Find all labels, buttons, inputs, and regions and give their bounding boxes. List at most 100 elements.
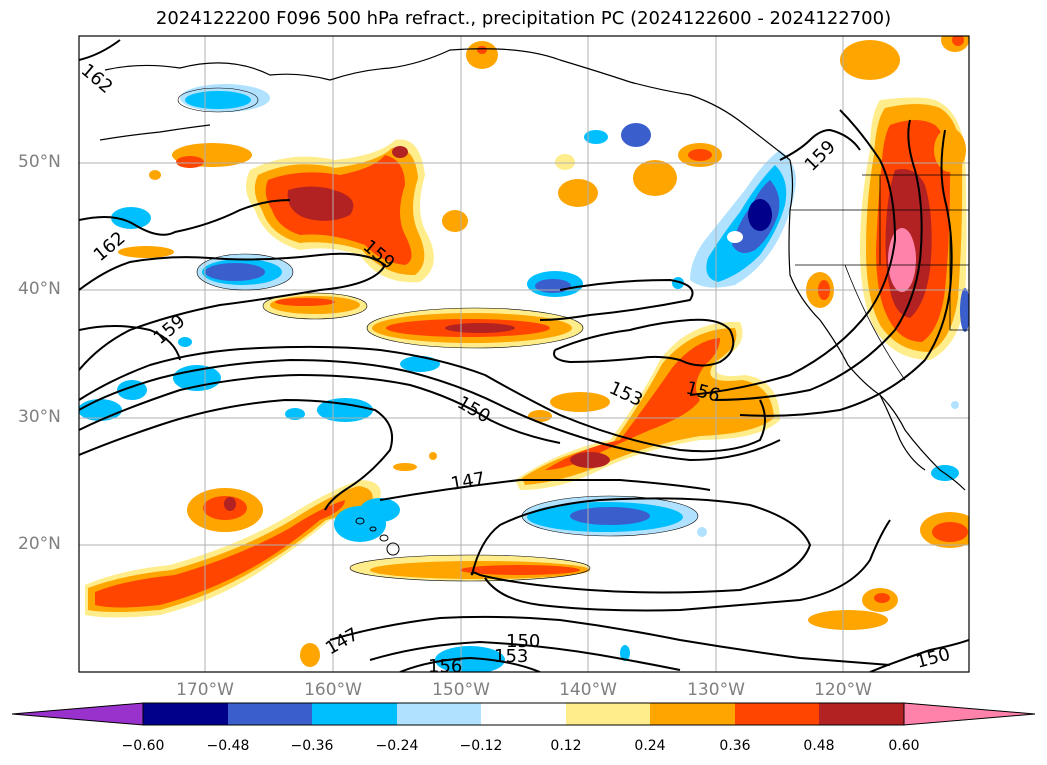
aleutian-islands [99, 124, 211, 141]
precip-area [149, 170, 161, 180]
outline [177, 87, 259, 113]
contour-line [79, 398, 394, 511]
precip-area [555, 154, 575, 170]
precip-area [466, 41, 498, 69]
map-title: 2024122200 F096 500 hPa refract., precip… [155, 8, 892, 29]
colorbar-max-extension [903, 702, 1036, 726]
contour-line [79, 325, 181, 361]
contour-line [79, 373, 561, 444]
colorbar-frame [142, 702, 905, 726]
colorbar-tick: 0.24 [634, 738, 666, 754]
contour-label: 147 [449, 468, 486, 495]
precip-area [178, 337, 192, 347]
baja-coastline [879, 394, 926, 471]
refractivity-contours [79, 39, 969, 672]
precip-area [205, 263, 265, 281]
colorbar-min-extension [11, 702, 144, 726]
precip-area [224, 497, 236, 511]
outline [349, 554, 591, 582]
precip-area [118, 246, 174, 258]
precip-area [584, 130, 608, 144]
colorbar-tick: 0.12 [550, 738, 582, 754]
colorbar-swatch [819, 703, 904, 725]
lon-label-160w: 160°W [304, 680, 362, 700]
contour-label: 150 [454, 392, 494, 427]
outline [521, 495, 699, 537]
precip-area [558, 179, 598, 207]
precip-area [360, 498, 400, 522]
colorbar-swatch [650, 703, 735, 725]
colorbar-tick: 0.60 [888, 738, 920, 754]
precip-area [697, 527, 707, 537]
precip-area [951, 401, 959, 409]
contour-line [869, 639, 969, 672]
colorbar-tick: −0.12 [459, 738, 503, 754]
precip-area [95, 500, 345, 608]
precip-area [185, 91, 251, 109]
precip-area [932, 522, 968, 542]
precip-area [275, 298, 335, 306]
precip-area [570, 452, 610, 468]
precip-area [285, 408, 305, 420]
contour-label: 150 [914, 644, 953, 673]
precip-area [429, 452, 437, 460]
colorbar-swatch [397, 703, 481, 725]
contour-line [779, 128, 861, 161]
contour-label: 162 [77, 60, 117, 98]
precip-area [545, 338, 720, 470]
island [369, 526, 377, 532]
colorbar-swatch [735, 703, 819, 725]
contour-line [689, 109, 897, 396]
north-america-coastline [788, 159, 966, 491]
island [386, 542, 400, 556]
precip-area [570, 507, 650, 525]
lat-label-20n: 20°N [18, 534, 61, 554]
contour-line [369, 640, 681, 671]
contour-label: 156 [428, 656, 462, 677]
precip-area [393, 463, 417, 471]
precip-area [435, 646, 505, 672]
contour-line [79, 199, 291, 236]
outline [366, 307, 584, 349]
island [379, 534, 389, 542]
gridlines [79, 36, 969, 672]
contour-label: 153 [494, 646, 528, 667]
precip-area [934, 128, 966, 172]
contour-line [329, 615, 891, 666]
precip-area [111, 207, 151, 229]
precip-area [840, 40, 900, 80]
precip-area [442, 210, 468, 232]
lat-label-30n: 30°N [18, 407, 61, 427]
precip-area [620, 645, 630, 661]
colorbar-tick: 0.48 [803, 738, 835, 754]
precip-area [176, 156, 204, 168]
colorbar-swatch [566, 703, 650, 725]
colorbar-swatch [143, 703, 228, 725]
precip-area [952, 36, 964, 46]
precip-area [688, 149, 712, 161]
precip-area [317, 398, 373, 422]
contour-label: 147 [322, 624, 362, 659]
precip-area [460, 565, 580, 575]
contour-label: 162 [90, 228, 130, 266]
lat-label-40n: 40°N [18, 279, 61, 299]
precip-area [748, 199, 772, 231]
contour-line [553, 318, 735, 367]
precipitation-field [79, 36, 969, 672]
hawaiian-islands [355, 517, 400, 556]
precip-area [633, 160, 677, 196]
contour-line [79, 39, 121, 61]
precip-area [300, 643, 320, 667]
colorbar-tick: −0.60 [121, 738, 165, 754]
contour-line [79, 358, 781, 462]
colorbar [11, 702, 1036, 726]
contour-line [714, 119, 923, 401]
contour-line [539, 278, 694, 321]
contour-line [399, 656, 541, 672]
precip-area [550, 392, 610, 412]
lon-label-130w: 130°W [687, 680, 745, 700]
colorbar-swatch [481, 703, 566, 725]
lon-label-120w: 120°W [814, 680, 872, 700]
colorbar-tick: −0.48 [206, 738, 250, 754]
